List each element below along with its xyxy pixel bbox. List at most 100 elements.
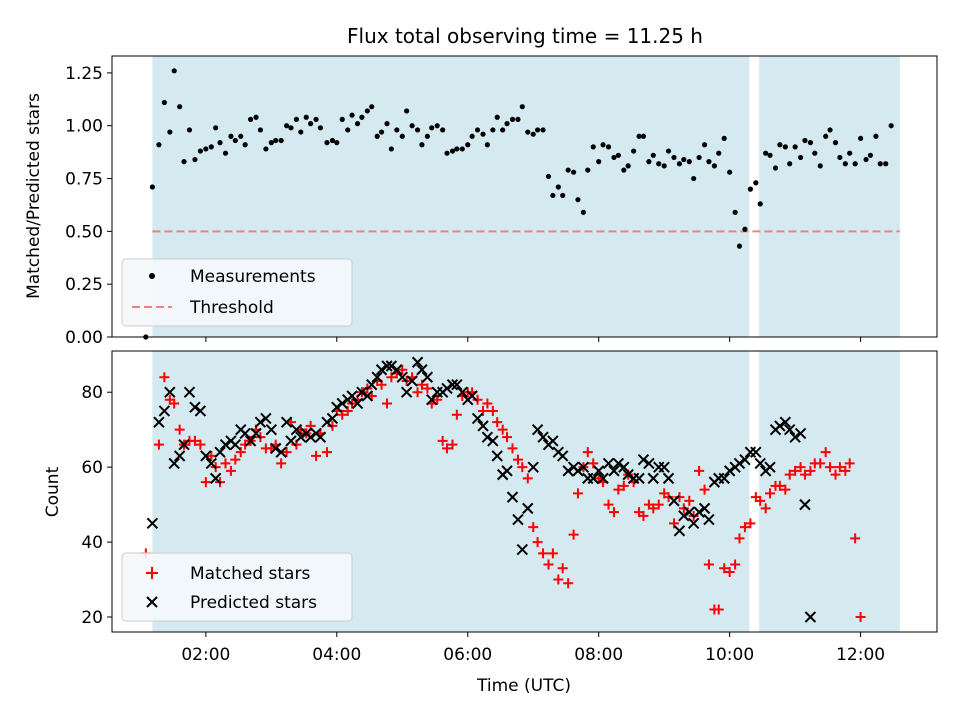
measurement-point: [197, 148, 203, 154]
predicted-star-point: [516, 543, 529, 556]
bottom-plot-frame: [111, 350, 938, 633]
bottom-x-tick-label: 12:00: [836, 645, 885, 665]
top-y-tick-label: 0.50: [65, 222, 103, 242]
matched-star-point: [557, 563, 568, 574]
measurement-point: [494, 114, 500, 120]
matched-star-point: [653, 499, 664, 510]
matched-star-point: [412, 387, 423, 398]
predicted-star-point: [512, 513, 524, 526]
predicted-star-point: [723, 465, 736, 477]
predicted-star-point: [608, 465, 620, 477]
predicted-star-point: [321, 416, 333, 428]
matched-star-point: [397, 364, 408, 375]
bottom-x-tick-label: 08:00: [574, 645, 623, 665]
predicted-star-point: [693, 506, 705, 518]
predicted-star-point: [371, 371, 383, 383]
predicted-star-point: [385, 360, 398, 372]
measurement-point: [186, 127, 193, 133]
matched-star-point: [492, 417, 503, 428]
matched-star-point: [765, 488, 776, 499]
matched-star-point: [568, 529, 579, 540]
predicted-star-point: [209, 472, 222, 485]
predicted-star-point: [547, 435, 559, 447]
matched-star-point: [512, 454, 523, 465]
measurement-point: [449, 148, 456, 154]
predicted-star-point: [426, 393, 438, 406]
predicted-star-point: [361, 390, 374, 402]
predicted-star-point: [214, 446, 226, 458]
measurement-point: [727, 169, 733, 175]
measurement-point: [621, 167, 627, 173]
matched-star-point: [220, 458, 231, 469]
measurement-point: [490, 127, 496, 133]
predicted-star-point: [205, 457, 218, 470]
matched-star-point: [582, 447, 593, 458]
predicted-star-point: [506, 491, 519, 503]
matched-star-point: [502, 432, 513, 443]
measurement-point: [837, 154, 843, 161]
bottom-shaded-interval-1: [759, 351, 900, 632]
measurement-point: [424, 133, 430, 139]
measurement-point: [571, 169, 577, 175]
predicted-star-point: [219, 438, 232, 451]
measurement-point: [317, 125, 324, 131]
predicted-star-point: [326, 412, 339, 425]
predicted-star-point: [304, 431, 317, 443]
matched-star-point: [815, 458, 826, 469]
matched-star-point: [472, 394, 483, 405]
matched-star-point: [572, 488, 583, 499]
predicted-star-point: [643, 457, 655, 470]
matched-star-point: [200, 477, 211, 488]
matched-star-point: [603, 499, 614, 510]
matched-star-point: [487, 405, 498, 416]
matched-star-point: [276, 458, 287, 469]
measurement-point: [757, 201, 763, 207]
measurement-point: [706, 159, 712, 165]
matched-star-point: [699, 484, 710, 495]
matched-star-point: [618, 480, 629, 491]
measurement-point: [515, 116, 521, 122]
measurement-point: [883, 161, 889, 167]
predicted-star-point: [779, 416, 792, 428]
measurement-point: [827, 127, 833, 133]
matched-star-point: [240, 439, 251, 450]
matched-star-point: [834, 462, 845, 473]
measurement-point: [665, 148, 672, 154]
matched-star-point: [799, 469, 810, 480]
matched-star-point: [855, 612, 866, 623]
matched-star-point: [755, 495, 766, 506]
matched-star-point: [442, 443, 453, 454]
measurement-point: [440, 127, 446, 133]
measurement-point: [782, 144, 788, 150]
measurement-point: [459, 146, 465, 152]
predicted-star-point: [178, 438, 190, 451]
measurement-point: [686, 159, 692, 165]
measurement-point: [308, 121, 314, 127]
measurement-point: [842, 161, 848, 167]
measurement-point: [676, 161, 683, 167]
measurement-point: [500, 127, 506, 133]
matched-star-point: [830, 469, 841, 480]
matched-star-point: [795, 462, 806, 473]
predicted-star-point: [351, 397, 364, 410]
matched-star-point: [321, 447, 332, 458]
matched-star-point: [169, 398, 180, 409]
measurement-point: [181, 159, 187, 165]
measurement-point: [615, 152, 621, 158]
measurement-point: [334, 140, 340, 146]
measurement-point: [867, 152, 874, 158]
matched-star-point: [608, 507, 619, 518]
predicted-star-point: [356, 386, 368, 398]
predicted-star-point: [703, 513, 715, 526]
predicted-star-point: [687, 517, 700, 530]
matched-star-point: [850, 533, 861, 544]
measurement-point: [217, 140, 223, 146]
top-panel: 0.00 0.25 0.50 0.75 1.00 1.25 Matched/Predict…: [24, 55, 938, 348]
predicted-star-point: [556, 450, 569, 462]
predicted-star-point: [673, 525, 686, 537]
predicted-star-point: [146, 517, 159, 530]
predicted-star-point: [441, 382, 453, 395]
predicted-star-point: [158, 405, 171, 417]
measurement-point: [465, 142, 471, 148]
predicted-star-point: [396, 371, 408, 383]
